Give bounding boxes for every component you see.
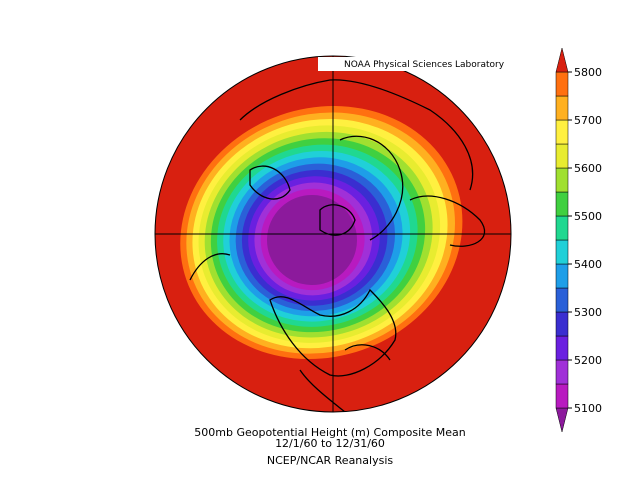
colorbar-swatch (555, 383, 569, 409)
colorbar-swatch (555, 287, 569, 313)
colorbar-swatch (555, 335, 569, 361)
colorbar-label: 5600 (574, 162, 602, 175)
coastlines (189, 79, 486, 412)
field-band (267, 195, 357, 285)
colorbar-label: 5200 (574, 354, 602, 367)
date-range: 12/1/60 to 12/31/60 (275, 437, 385, 450)
colorbar-swatch (555, 215, 569, 241)
source: NCEP/NCAR Reanalysis (267, 454, 393, 467)
colorbar-swatch (555, 167, 569, 193)
colorbar-label: 5700 (574, 114, 602, 127)
colorbar-label: 5500 (574, 210, 602, 223)
label-box (318, 57, 506, 71)
colorbar-label: 5300 (574, 306, 602, 319)
colorbar-swatch (555, 119, 569, 145)
colorbar-label: 5400 (574, 258, 602, 271)
colorbar-swatch (555, 407, 569, 433)
height-field (155, 56, 511, 412)
colorbar-swatch (555, 191, 569, 217)
title: 500mb Geopotential Height (m) Composite … (194, 426, 465, 439)
colorbar-swatch (555, 263, 569, 289)
colorbar-swatch (555, 47, 569, 73)
colorbar: 5100 5200 5300 5400 5500 5600 5700 5800 (555, 47, 602, 433)
colorbar-swatch (555, 359, 569, 385)
colorbar-label: 5800 (574, 66, 602, 79)
colorbar-label: 5100 (574, 402, 602, 415)
colorbar-swatch (555, 71, 569, 97)
colorbar-swatch (555, 311, 569, 337)
colorbar-swatch (555, 143, 569, 169)
colorbar-swatch (555, 239, 569, 265)
colorbar-swatch (555, 95, 569, 121)
lab-label: NOAA Physical Sciences Laboratory (344, 60, 505, 70)
